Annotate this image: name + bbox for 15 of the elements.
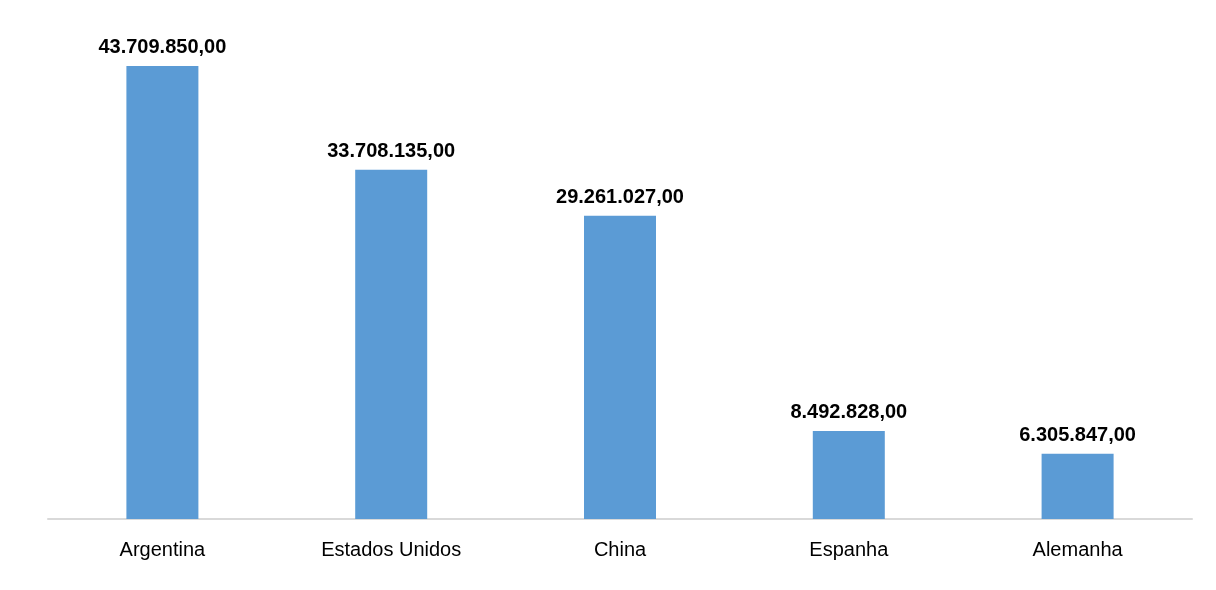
x-tick-label: Alemanha	[1032, 538, 1124, 560]
data-label: 8.492.828,00	[790, 399, 908, 422]
data-label: 33.708.135,00	[327, 138, 456, 161]
bar	[355, 169, 428, 519]
bar	[584, 215, 656, 519]
x-tick-label: Espanha	[809, 538, 890, 560]
bar	[126, 66, 199, 519]
data-label: 6.305.847,00	[1019, 422, 1136, 445]
bar	[1041, 453, 1114, 519]
bar	[812, 430, 885, 519]
data-label: 29.261.027,00	[556, 184, 684, 207]
x-tick-label: China	[593, 538, 647, 560]
x-tick-label: Argentina	[119, 538, 207, 560]
x-tick-label: Estados Unidos	[321, 538, 462, 560]
data-label: 43.709.850,00	[98, 35, 227, 57]
